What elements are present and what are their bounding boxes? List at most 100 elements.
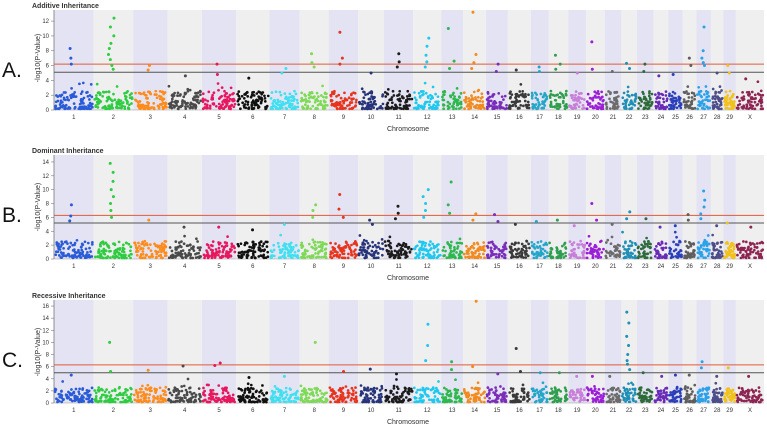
snp-point	[117, 98, 121, 102]
snp-point	[386, 250, 389, 253]
snp-point	[394, 104, 398, 107]
snp-point	[228, 97, 232, 101]
snp-point	[139, 92, 143, 96]
snp-point	[313, 100, 317, 104]
snp-point	[333, 103, 337, 107]
snp-point	[528, 246, 531, 250]
snp-point	[427, 243, 431, 246]
peak-snp-point	[424, 53, 428, 57]
snp-point	[229, 107, 232, 111]
snp-point	[334, 242, 337, 245]
snp-point	[660, 256, 664, 259]
snp-point	[222, 99, 226, 103]
snp-point	[322, 400, 325, 404]
x-tick-label: 10	[368, 408, 375, 414]
snp-point	[77, 390, 81, 394]
snp-point	[389, 391, 393, 395]
snp-point	[570, 252, 574, 256]
snp-point	[185, 393, 189, 396]
snp-point	[167, 387, 171, 391]
snp-point	[487, 96, 490, 100]
snp-point	[280, 389, 283, 393]
snp-point	[429, 388, 433, 392]
snp-point	[381, 102, 385, 106]
snp-point	[391, 89, 395, 93]
snp-point	[223, 388, 227, 392]
snp-point	[142, 390, 145, 394]
snp-point	[89, 83, 93, 86]
snp-point	[697, 241, 700, 244]
snp-point	[251, 400, 255, 404]
snp-point	[275, 387, 278, 391]
snp-point	[556, 93, 559, 97]
snp-point	[111, 389, 114, 393]
snp-point	[316, 252, 320, 255]
snp-point	[245, 253, 249, 257]
snp-point	[351, 393, 355, 397]
snp-point	[293, 396, 297, 400]
snp-point	[317, 255, 321, 259]
snp-point	[262, 249, 266, 253]
snp-point	[309, 107, 312, 111]
snp-point	[95, 399, 98, 403]
snp-point	[386, 101, 390, 105]
snp-point	[392, 387, 396, 390]
snp-point	[522, 391, 526, 394]
snp-point	[467, 99, 471, 103]
snp-point	[264, 256, 268, 260]
snp-point	[314, 247, 317, 251]
snp-point	[259, 96, 263, 100]
snp-point	[435, 250, 439, 254]
snp-point	[344, 106, 347, 110]
snp-point	[343, 256, 347, 260]
peak-snp-point	[110, 64, 114, 68]
snp-point	[237, 103, 240, 106]
snp-point	[106, 255, 110, 258]
snp-point	[420, 104, 423, 108]
snp-point	[387, 243, 391, 247]
peak-snp-point	[657, 74, 661, 78]
snp-point	[436, 399, 440, 403]
snp-point	[509, 95, 512, 99]
snp-point	[492, 93, 496, 96]
snp-point	[371, 95, 374, 99]
snp-point	[314, 252, 317, 255]
snp-point	[655, 97, 658, 100]
chromosome-band	[530, 300, 549, 403]
snp-point	[545, 243, 549, 246]
chromosome-band	[710, 155, 724, 259]
snp-point	[664, 90, 668, 94]
snp-point	[275, 102, 279, 106]
snp-point	[86, 393, 90, 397]
snp-point	[457, 102, 461, 105]
snp-point	[386, 239, 390, 243]
snp-point	[418, 251, 422, 255]
snp-point	[474, 96, 477, 99]
snp-point	[512, 395, 515, 398]
snp-point	[428, 248, 432, 252]
snp-point	[392, 94, 396, 97]
snp-point	[88, 101, 92, 105]
snp-point	[96, 101, 100, 104]
peak-snp-point	[311, 215, 315, 219]
snp-point	[514, 96, 518, 99]
peak-snp-point	[425, 60, 429, 64]
y-tick-label: 16	[42, 304, 49, 310]
snp-point	[349, 251, 353, 254]
chromosome-band	[133, 155, 168, 259]
snp-point	[371, 393, 375, 397]
snp-point	[359, 246, 363, 249]
chromosome-band	[299, 300, 329, 403]
snp-point	[729, 245, 733, 249]
snp-point	[614, 99, 618, 102]
snp-point	[378, 106, 381, 109]
snp-point	[508, 391, 512, 394]
snp-point	[476, 392, 479, 396]
x-tick-label: 20	[592, 115, 599, 121]
snp-point	[519, 83, 523, 86]
x-tick-label: 2	[112, 115, 116, 121]
snp-point	[251, 395, 254, 399]
snp-point	[279, 233, 282, 237]
x-tick-label: 14	[471, 408, 478, 414]
snp-point	[630, 106, 634, 110]
